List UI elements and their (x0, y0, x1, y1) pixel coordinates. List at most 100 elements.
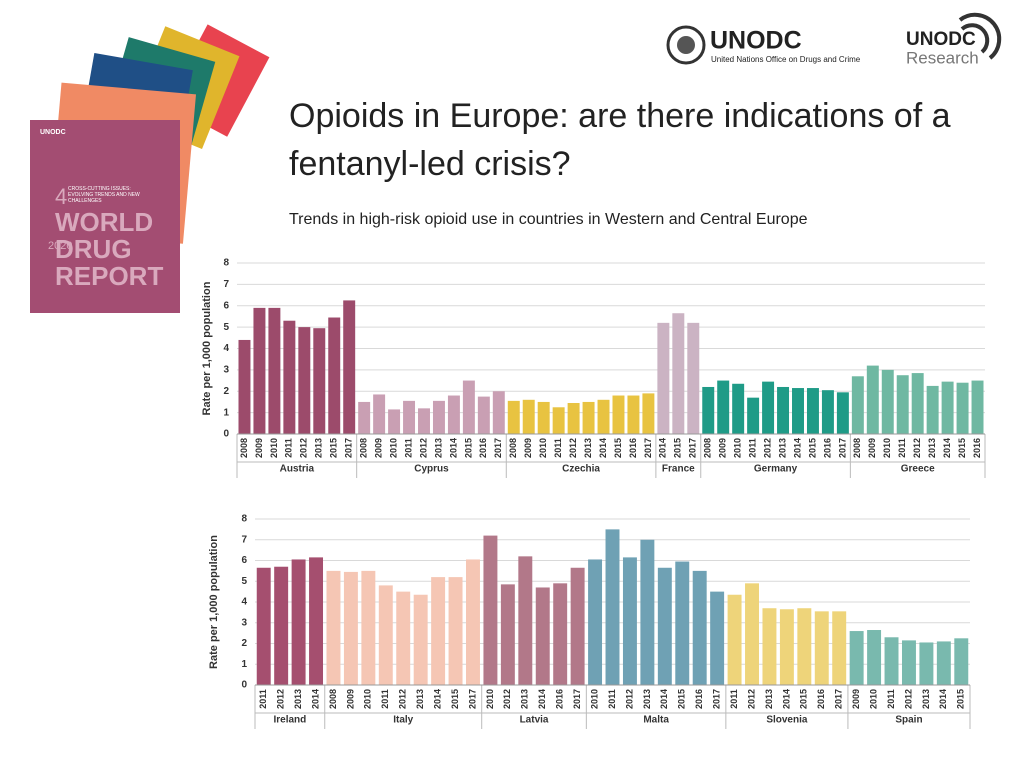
x-tick-label: 2012 (568, 438, 578, 458)
x-tick-label: 2013 (642, 689, 652, 709)
bar (657, 567, 672, 685)
x-tick-label: 2009 (373, 438, 383, 458)
x-tick-label: 2012 (624, 689, 634, 709)
y-axis-label: Rate per 1,000 population (201, 281, 213, 415)
x-tick-label: 2014 (658, 438, 668, 458)
bar (274, 566, 289, 685)
x-tick-label: 2014 (598, 438, 608, 458)
bar (727, 594, 742, 685)
x-tick-label: 2008 (703, 438, 713, 458)
x-tick-label: 2016 (478, 438, 488, 458)
cover-front (30, 120, 180, 313)
x-tick-label: 2015 (329, 438, 339, 458)
x-tick-label: 2011 (897, 438, 907, 458)
bar (500, 584, 515, 685)
x-tick-label: 2013 (415, 689, 425, 709)
bar (477, 396, 490, 434)
cover-logo: UNODC (40, 129, 66, 136)
group-label: Germany (754, 464, 798, 475)
unodc-logo: UNODC (710, 27, 802, 55)
x-tick-label: 2011 (403, 438, 413, 458)
x-tick-label: 2011 (747, 438, 757, 458)
x-tick-label: 2010 (485, 689, 495, 709)
research-logo: UNODC (906, 29, 976, 50)
x-tick-label: 2014 (310, 689, 320, 709)
x-tick-label: 2011 (284, 438, 294, 458)
bar (403, 400, 416, 434)
x-tick-label: 2013 (314, 438, 324, 458)
bar (343, 300, 356, 434)
bar (836, 392, 849, 434)
x-tick-label: 2010 (733, 438, 743, 458)
bar (901, 640, 916, 685)
bar (675, 561, 690, 685)
bar (253, 307, 266, 434)
bar (926, 385, 939, 434)
bar (762, 608, 777, 685)
x-tick-label: 2014 (659, 689, 669, 709)
y-tick-label: 5 (241, 576, 247, 587)
bar (851, 376, 864, 434)
x-tick-label: 2015 (957, 438, 967, 458)
group-label: Latvia (520, 715, 549, 726)
y-tick-label: 6 (223, 300, 229, 311)
x-tick-label: 2016 (555, 689, 565, 709)
bar (702, 386, 715, 434)
x-tick-label: 2008 (852, 438, 862, 458)
bar (283, 320, 296, 434)
x-tick-label: 2012 (398, 689, 408, 709)
x-tick-label: 2008 (239, 438, 249, 458)
x-tick-label: 2009 (523, 438, 533, 458)
x-tick-label: 2017 (834, 689, 844, 709)
bar (326, 570, 341, 685)
x-tick-label: 2009 (254, 438, 264, 458)
x-tick-label: 2014 (537, 689, 547, 709)
bar (597, 399, 610, 434)
bar (672, 313, 685, 434)
bar (642, 393, 655, 434)
x-tick-label: 2009 (718, 438, 728, 458)
y-tick-label: 0 (241, 680, 247, 691)
bar (256, 567, 271, 685)
group-label: Czechia (562, 464, 600, 475)
bar (881, 369, 894, 434)
x-tick-label: 2014 (792, 438, 802, 458)
y-tick-label: 2 (241, 638, 247, 649)
x-tick-label: 2015 (673, 438, 683, 458)
group-label: France (662, 464, 695, 475)
bar (418, 408, 430, 434)
bar (492, 391, 505, 434)
bar (832, 611, 847, 685)
bar (710, 591, 725, 685)
group-label: Greece (901, 464, 935, 475)
cover-stack: UNODC 4 CROSS-CUTTING ISSUES: EVOLVING T… (30, 24, 270, 313)
cover-year: 2020 (48, 240, 72, 252)
y-tick-label: 7 (241, 534, 247, 545)
research-icon (960, 23, 990, 54)
bar (570, 567, 585, 685)
bar (971, 380, 984, 434)
bar (361, 570, 376, 685)
bar (640, 539, 655, 685)
x-tick-label: 2013 (583, 438, 593, 458)
x-tick-label: 2013 (433, 438, 443, 458)
bar (687, 322, 700, 434)
x-tick-label: 2011 (553, 438, 563, 458)
bar (447, 395, 460, 434)
bar (373, 394, 386, 434)
bar (298, 327, 311, 434)
bar (268, 307, 281, 434)
bar (866, 365, 879, 434)
group-label: Ireland (273, 715, 306, 726)
group-label: Cyprus (414, 464, 449, 475)
x-tick-label: 2016 (816, 689, 826, 709)
slide-title: Opioids in Europe: are there indications… (289, 97, 951, 183)
research-icon (958, 12, 1002, 60)
bar (692, 570, 707, 685)
y-tick-label: 1 (241, 659, 247, 670)
x-tick-label: 2017 (643, 438, 653, 458)
x-tick-label: 2013 (921, 689, 931, 709)
y-tick-label: 0 (223, 429, 229, 440)
